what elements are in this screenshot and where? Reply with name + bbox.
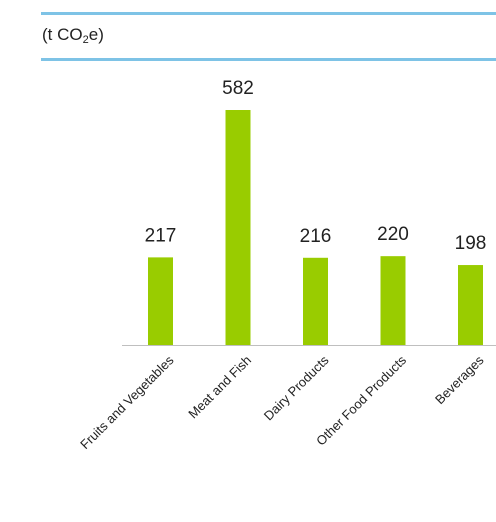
x-tick-label: Dairy Products (261, 352, 332, 423)
unit-prefix: (t CO (42, 25, 83, 44)
x-tick-label: Beverages (432, 352, 487, 407)
bar (225, 110, 251, 345)
x-tick-label: Meat and Fish (185, 353, 254, 422)
unit-subscript: 2 (82, 34, 89, 46)
bar (380, 256, 406, 345)
data-label: 217 (145, 225, 177, 246)
unit-label: (t CO2e) (42, 25, 104, 46)
header-top-rule (41, 12, 496, 15)
data-label: 582 (222, 78, 254, 99)
bar (303, 257, 328, 345)
unit-suffix: e) (88, 25, 104, 44)
bar (458, 265, 483, 345)
data-label: 216 (300, 226, 332, 247)
data-label: 198 (455, 233, 487, 254)
data-label: 220 (377, 224, 409, 245)
bar (148, 257, 173, 345)
header-bottom-rule (41, 58, 496, 61)
x-tick-label: Fruits and Vegetables (77, 352, 177, 452)
